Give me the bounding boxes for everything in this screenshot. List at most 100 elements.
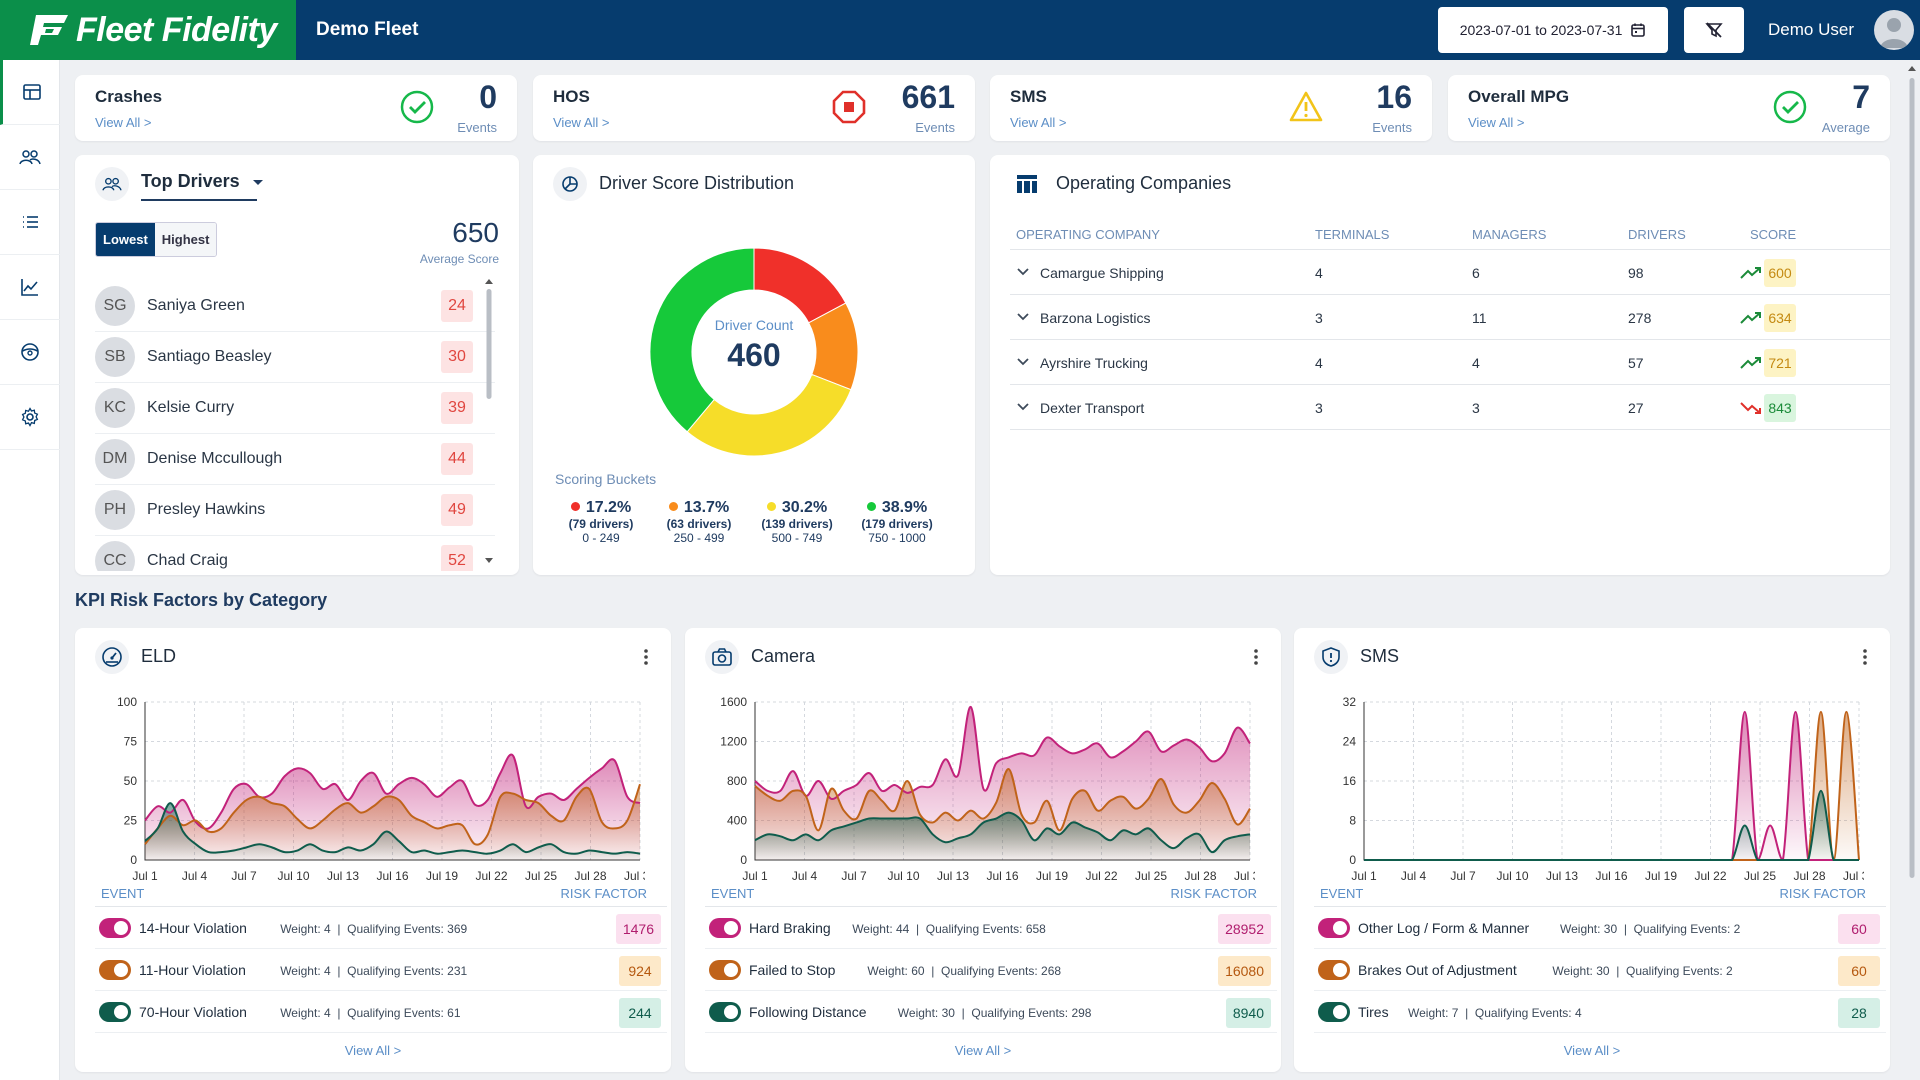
- sidebar-item-vehicles[interactable]: [0, 320, 60, 385]
- risk-chart[interactable]: 0 400 800 1200 1600 Jul 1 Jul 4 Jul 7 Jul 10 Jul …: [715, 688, 1255, 888]
- event-row: Hard Braking Weight: 44 | Qualifying Eve…: [705, 907, 1277, 949]
- risk-view-all-link[interactable]: View All >: [344, 1043, 402, 1058]
- event-column-header: EVENT: [1320, 886, 1364, 901]
- donut-slice-750-1000[interactable]: [649, 247, 755, 433]
- chevron-down-icon[interactable]: [1016, 312, 1030, 322]
- y-tick-label: 1600: [720, 695, 747, 709]
- driver-avatar: DM: [95, 439, 135, 479]
- event-toggle[interactable]: [99, 918, 131, 938]
- driver-score: 24: [441, 290, 473, 322]
- series-line-0[interactable]: [144, 753, 641, 830]
- col-managers[interactable]: MANAGERS: [1472, 227, 1547, 242]
- col-drivers[interactable]: DRIVERS: [1628, 227, 1686, 242]
- series-line-2[interactable]: [1363, 789, 1859, 861]
- table-row[interactable]: Barzona Logistics 3 11 278 634: [1010, 295, 1890, 340]
- gauge-icon: [95, 640, 129, 674]
- donut-slice-500-749[interactable]: [686, 373, 852, 457]
- driver-row[interactable]: PH Presley Hawkins 49: [95, 485, 495, 536]
- driver-avatar: SG: [95, 286, 135, 326]
- x-tick-label: Jul 16: [1595, 869, 1627, 883]
- company-managers: 11: [1472, 310, 1487, 326]
- series-line-1[interactable]: [754, 768, 1251, 832]
- event-toggle[interactable]: [1318, 1002, 1350, 1022]
- driver-list-scrollbar[interactable]: [483, 277, 495, 567]
- driver-row[interactable]: CC Chad Craig 52: [95, 536, 495, 571]
- x-tick-label: Jul 10: [1496, 869, 1528, 883]
- driver-row[interactable]: SB Santiago Beasley 30: [95, 332, 495, 383]
- more-options-icon[interactable]: [643, 648, 649, 666]
- chevron-down-icon[interactable]: [1016, 267, 1030, 277]
- bucket-percent: 30.2%: [747, 499, 847, 517]
- event-toggle[interactable]: [1318, 960, 1350, 980]
- table-row[interactable]: Camargue Shipping 4 6 98 600: [1010, 250, 1890, 295]
- x-tick-label: Jul 22: [1694, 869, 1726, 883]
- driver-score: 39: [441, 392, 473, 424]
- kpi-card-hos: HOS View All > 661 Events: [533, 75, 975, 141]
- fleet-name[interactable]: Demo Fleet: [316, 19, 419, 40]
- risk-chart[interactable]: 0 8 16 24 32 Jul 1 Jul 4 Jul 7 Jul 10 Jul 13 Jul 1…: [1324, 688, 1864, 888]
- col-terminals[interactable]: TERMINALS: [1315, 227, 1390, 242]
- sidebar-item-drivers[interactable]: [0, 125, 60, 190]
- lowest-button[interactable]: Lowest: [96, 223, 155, 256]
- kpi-view-all-link[interactable]: View All >: [1468, 115, 1525, 130]
- clear-filter-button[interactable]: [1684, 7, 1745, 53]
- col-operating-company[interactable]: OPERATING COMPANY: [1016, 227, 1160, 242]
- driver-name: Presley Hawkins: [147, 501, 266, 518]
- bucket-count: (139 drivers): [761, 517, 833, 531]
- event-toggle[interactable]: [99, 960, 131, 980]
- kpi-card-sms: SMS View All > 16 Events: [990, 75, 1432, 141]
- more-options-icon[interactable]: [1253, 648, 1259, 666]
- event-toggle[interactable]: [709, 918, 741, 938]
- more-options-icon[interactable]: [1862, 648, 1868, 666]
- top-drivers-card: Top Drivers Lowest Highest 650 Average S…: [75, 155, 519, 575]
- sidebar-item-analytics[interactable]: [0, 255, 60, 320]
- driver-row[interactable]: KC Kelsie Curry 39: [95, 383, 495, 434]
- table-row[interactable]: Ayrshire Trucking 4 4 57 721: [1010, 340, 1890, 385]
- chevron-down-icon[interactable]: [1016, 357, 1030, 367]
- risk-card-title: Camera: [751, 646, 816, 666]
- driver-row[interactable]: DM Denise Mccullough 44: [95, 434, 495, 485]
- driver-row[interactable]: SG Saniya Green 24: [95, 281, 495, 332]
- risk-card-sms: SMS EVENT RISK FACTOR Other Log / Form &…: [1294, 628, 1890, 1072]
- brand-logo[interactable]: Fleet Fidelity: [0, 0, 296, 60]
- risk-card-title: ELD: [141, 646, 177, 666]
- event-toggle[interactable]: [709, 1002, 741, 1022]
- kpi-view-all-link[interactable]: View All >: [1010, 115, 1067, 130]
- chevron-down-icon[interactable]: [1016, 402, 1030, 412]
- event-toggle[interactable]: [709, 960, 741, 980]
- sidebar-item-list[interactable]: [0, 190, 60, 255]
- risk-card-camera: Camera EVENT RISK FACTOR Hard Braking We…: [685, 628, 1281, 1072]
- sidebar-item-settings[interactable]: [0, 385, 60, 450]
- risk-view-all-link[interactable]: View All >: [1563, 1043, 1621, 1058]
- col-score[interactable]: SCORE: [1750, 227, 1797, 242]
- highest-button[interactable]: Highest: [154, 223, 217, 256]
- kpi-value: 7: [1852, 79, 1870, 115]
- table-row[interactable]: Dexter Transport 3 3 27 843: [1010, 385, 1890, 430]
- kpi-unit: Events: [457, 120, 497, 135]
- brand-name: Fleet Fidelity: [76, 10, 277, 49]
- kpi-view-all-link[interactable]: View All >: [553, 115, 610, 130]
- bucket-percent: 38.9%: [847, 499, 947, 517]
- trend-down-icon: [1740, 401, 1762, 418]
- y-tick-label: 0: [130, 853, 137, 867]
- logo-mark-icon: [30, 15, 68, 45]
- risk-chart[interactable]: 0 25 50 75 100 Jul 1 Jul 4 Jul 7 Jul 10 Jul 13 Jul…: [105, 688, 645, 888]
- series-line-1[interactable]: [144, 783, 641, 846]
- page-scrollbar[interactable]: [1906, 62, 1918, 1080]
- series-line-2[interactable]: [144, 802, 641, 855]
- user-avatar-icon[interactable]: [1874, 10, 1914, 50]
- event-toggle[interactable]: [1318, 918, 1350, 938]
- date-range-picker[interactable]: 2023-07-01 to 2023-07-31: [1438, 7, 1669, 53]
- event-toggle[interactable]: [99, 1002, 131, 1022]
- event-name: 11-Hour Violation: [139, 962, 246, 978]
- top-drivers-dropdown[interactable]: Top Drivers: [141, 171, 263, 192]
- risk-view-all-link[interactable]: View All >: [954, 1043, 1012, 1058]
- series-line-2[interactable]: [754, 811, 1251, 854]
- kpi-view-all-link[interactable]: View All >: [95, 115, 152, 130]
- sidebar-item-dashboard[interactable]: [0, 60, 60, 125]
- user-name[interactable]: Demo User: [1768, 20, 1854, 39]
- bucket-dot-icon: [668, 502, 678, 512]
- series-line-0[interactable]: [754, 705, 1251, 800]
- x-tick-label: Jul 19: [1645, 869, 1677, 883]
- score-donut-chart[interactable]: [645, 243, 863, 461]
